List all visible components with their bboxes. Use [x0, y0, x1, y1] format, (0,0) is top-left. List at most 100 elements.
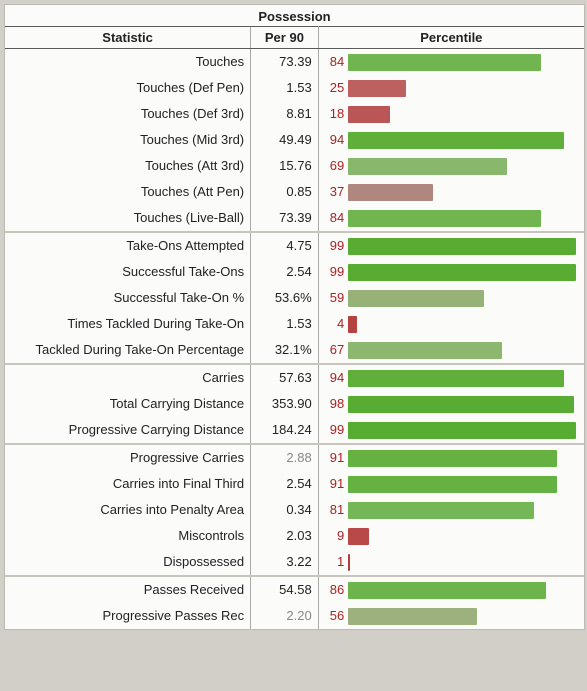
- table-row: Successful Take-Ons2.5499: [5, 259, 584, 285]
- percentile-value: 84: [318, 49, 346, 76]
- table-row: Carries into Final Third2.5491: [5, 471, 584, 497]
- stat-label[interactable]: Progressive Carries: [5, 444, 251, 471]
- stat-label[interactable]: Touches (Mid 3rd): [5, 127, 251, 153]
- percentile-bar-cell: [346, 285, 584, 311]
- percentile-value: 98: [318, 391, 346, 417]
- percentile-bar: [348, 342, 502, 359]
- percentile-value: 1: [318, 549, 346, 576]
- stat-label[interactable]: Successful Take-On %: [5, 285, 251, 311]
- per90-value: 2.03: [251, 523, 319, 549]
- percentile-bar: [348, 132, 564, 149]
- table-row: Carries57.6394: [5, 364, 584, 391]
- percentile-bar-cell: [346, 179, 584, 205]
- stat-label[interactable]: Tackled During Take-On Percentage: [5, 337, 251, 364]
- table-row: Progressive Carries2.8891: [5, 444, 584, 471]
- percentile-bar-cell: [346, 205, 584, 232]
- per90-value: 0.85: [251, 179, 319, 205]
- stat-label[interactable]: Touches (Def 3rd): [5, 101, 251, 127]
- table-row: Tackled During Take-On Percentage32.1%67: [5, 337, 584, 364]
- percentile-bar-cell: [346, 471, 584, 497]
- stat-label[interactable]: Touches (Att 3rd): [5, 153, 251, 179]
- percentile-bar-cell: [346, 232, 584, 259]
- per90-value: 353.90: [251, 391, 319, 417]
- percentile-bar: [348, 476, 557, 493]
- percentile-bar-cell: [346, 311, 584, 337]
- percentile-value: 25: [318, 75, 346, 101]
- table-row: Progressive Passes Rec2.2056: [5, 603, 584, 629]
- per90-value: 73.39: [251, 49, 319, 76]
- table-row: Touches (Att Pen)0.8537: [5, 179, 584, 205]
- percentile-value: 91: [318, 444, 346, 471]
- stat-label[interactable]: Take-Ons Attempted: [5, 232, 251, 259]
- table-row: Touches (Def Pen)1.5325: [5, 75, 584, 101]
- percentile-value: 67: [318, 337, 346, 364]
- per90-value: 4.75: [251, 232, 319, 259]
- percentile-bar: [348, 316, 357, 333]
- stat-label[interactable]: Touches (Live-Ball): [5, 205, 251, 232]
- table-row: Carries into Penalty Area0.3481: [5, 497, 584, 523]
- percentile-bar: [348, 54, 541, 71]
- percentile-value: 56: [318, 603, 346, 629]
- percentile-bar-cell: [346, 127, 584, 153]
- table-row: Touches73.3984: [5, 49, 584, 76]
- percentile-bar: [348, 608, 477, 625]
- stat-label[interactable]: Touches (Def Pen): [5, 75, 251, 101]
- stat-label[interactable]: Successful Take-Ons: [5, 259, 251, 285]
- stat-label[interactable]: Times Tackled During Take-On: [5, 311, 251, 337]
- percentile-value: 99: [318, 232, 346, 259]
- percentile-value: 81: [318, 497, 346, 523]
- header-statistic[interactable]: Statistic: [5, 27, 251, 49]
- stat-label[interactable]: Touches: [5, 49, 251, 76]
- stat-label[interactable]: Carries: [5, 364, 251, 391]
- header-percentile[interactable]: Percentile: [318, 27, 584, 49]
- percentile-bar-cell: [346, 417, 584, 444]
- stat-label[interactable]: Carries into Penalty Area: [5, 497, 251, 523]
- stat-label[interactable]: Progressive Passes Rec: [5, 603, 251, 629]
- percentile-value: 9: [318, 523, 346, 549]
- per90-value: 15.76: [251, 153, 319, 179]
- table-row: Progressive Carrying Distance184.2499: [5, 417, 584, 444]
- table-row: Take-Ons Attempted4.7599: [5, 232, 584, 259]
- per90-value: 184.24: [251, 417, 319, 444]
- per90-value: 2.20: [251, 603, 319, 629]
- percentile-bar-cell: [346, 49, 584, 76]
- stat-label[interactable]: Passes Received: [5, 576, 251, 603]
- percentile-bar: [348, 450, 557, 467]
- stat-label[interactable]: Touches (Att Pen): [5, 179, 251, 205]
- stats-table: Statistic Per 90 Percentile Touches73.39…: [5, 26, 584, 629]
- percentile-value: 94: [318, 127, 346, 153]
- percentile-bar-cell: [346, 364, 584, 391]
- per90-value: 2.88: [251, 444, 319, 471]
- percentile-value: 99: [318, 417, 346, 444]
- header-per90[interactable]: Per 90: [251, 27, 319, 49]
- per90-value: 2.54: [251, 471, 319, 497]
- percentile-bar: [348, 158, 507, 175]
- table-row: Total Carrying Distance353.9098: [5, 391, 584, 417]
- percentile-value: 69: [318, 153, 346, 179]
- percentile-bar: [348, 264, 576, 281]
- percentile-bar-cell: [346, 444, 584, 471]
- header-row: Statistic Per 90 Percentile: [5, 27, 584, 49]
- percentile-bar: [348, 370, 564, 387]
- per90-value: 8.81: [251, 101, 319, 127]
- per90-value: 32.1%: [251, 337, 319, 364]
- percentile-bar-cell: [346, 337, 584, 364]
- stat-label[interactable]: Progressive Carrying Distance: [5, 417, 251, 444]
- table-row: Times Tackled During Take-On1.534: [5, 311, 584, 337]
- percentile-bar-cell: [346, 576, 584, 603]
- percentile-bar: [348, 396, 573, 413]
- stat-label[interactable]: Miscontrols: [5, 523, 251, 549]
- stat-label[interactable]: Carries into Final Third: [5, 471, 251, 497]
- per90-value: 1.53: [251, 311, 319, 337]
- percentile-bar: [348, 290, 484, 307]
- percentile-bar-cell: [346, 101, 584, 127]
- per90-value: 53.6%: [251, 285, 319, 311]
- percentile-value: 18: [318, 101, 346, 127]
- stat-label[interactable]: Total Carrying Distance: [5, 391, 251, 417]
- table-row: Touches (Att 3rd)15.7669: [5, 153, 584, 179]
- stat-label[interactable]: Dispossessed: [5, 549, 251, 576]
- per90-value: 3.22: [251, 549, 319, 576]
- table-row: Passes Received54.5886: [5, 576, 584, 603]
- percentile-bar: [348, 502, 534, 519]
- percentile-bar-cell: [346, 523, 584, 549]
